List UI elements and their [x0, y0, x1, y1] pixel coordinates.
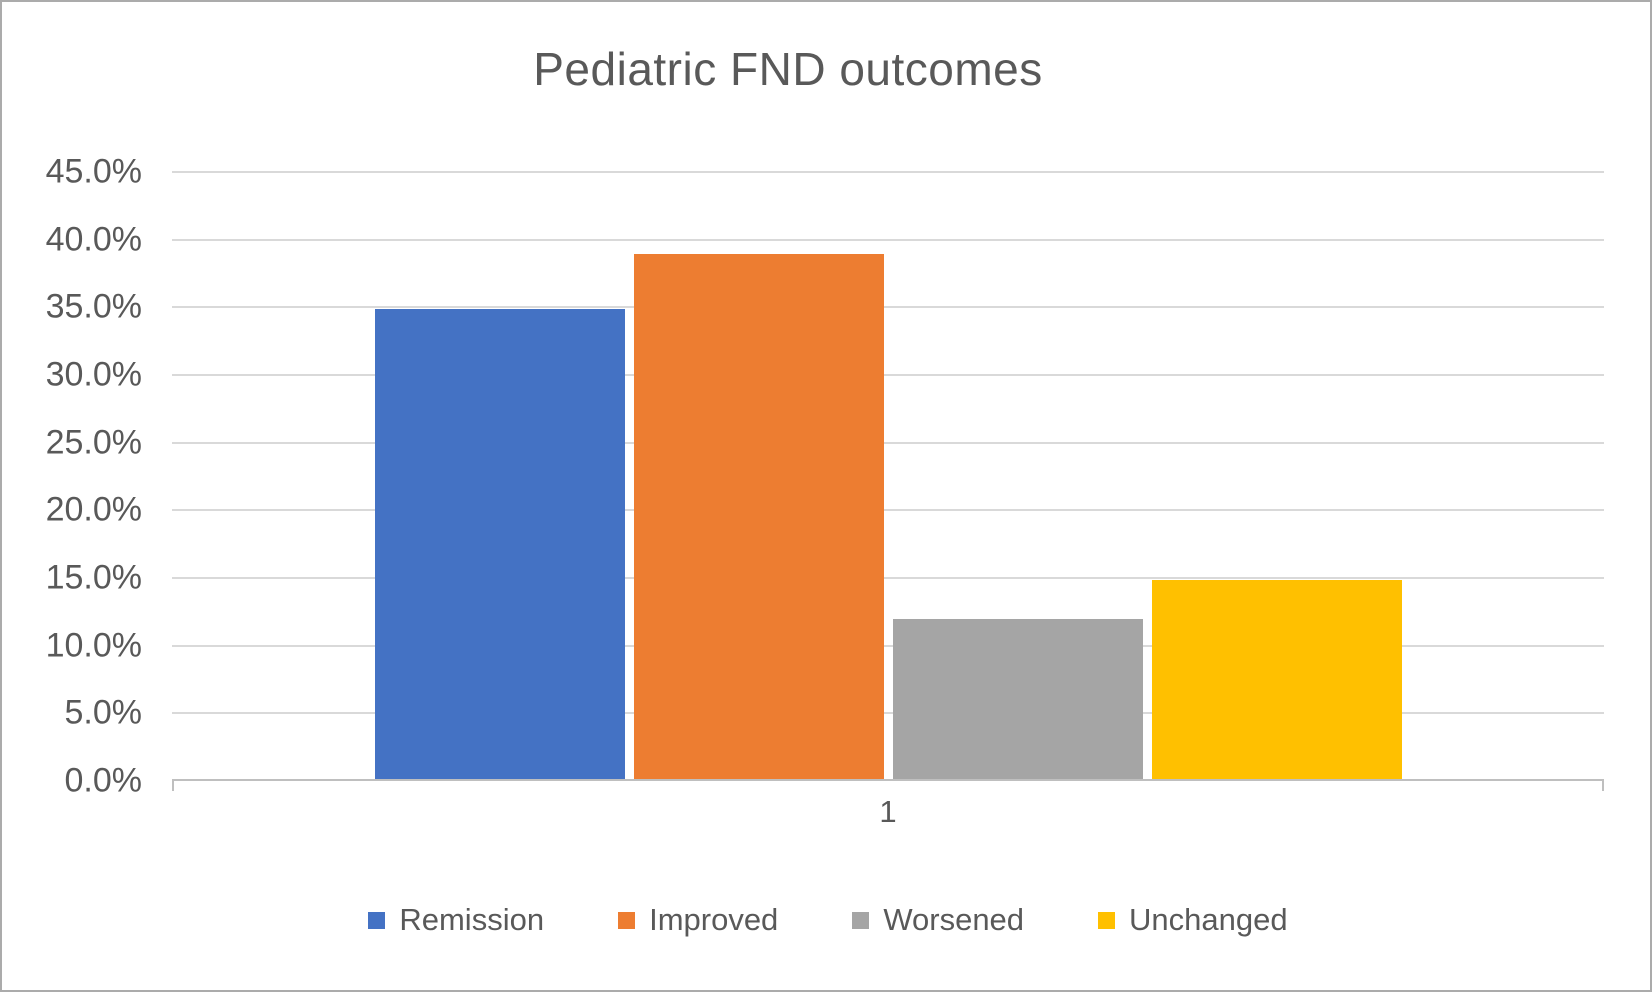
- y-tick-label-45-0pct: 45.0%: [45, 152, 142, 191]
- gridline-15: [172, 577, 1604, 579]
- gridline-10: [172, 644, 1604, 647]
- legend-label: Remission: [399, 902, 545, 937]
- y-tick-label-20-0pct: 20.0%: [45, 490, 142, 529]
- gridline-35: [172, 306, 1604, 309]
- legend-item-remission: Remission: [368, 902, 544, 938]
- gridline-20: [172, 509, 1604, 512]
- legend-item-worsened: Worsened: [852, 902, 1024, 938]
- y-tick-label-30-0pct: 30.0%: [45, 355, 142, 394]
- y-tick-label-35-0pct: 35.0%: [45, 287, 142, 326]
- x-category-label: 1: [879, 794, 897, 829]
- y-tick-label-0-0pct: 0.0%: [64, 761, 143, 800]
- legend-swatch-icon: [852, 911, 870, 929]
- y-tick-label-10-0pct: 10.0%: [45, 626, 142, 665]
- y-tick-label-25-0pct: 25.0%: [45, 423, 142, 462]
- legend-label: Unchanged: [1129, 902, 1288, 937]
- y-tick-label-40-0pct: 40.0%: [45, 220, 142, 259]
- bars-group: [172, 253, 1604, 779]
- legend-swatch-icon: [618, 911, 636, 929]
- chart-title: Pediatric FND outcomes: [533, 43, 1043, 95]
- legend: Remission Improved Worsened Unchanged: [2, 902, 1650, 938]
- legend-label: Worsened: [883, 902, 1025, 937]
- x-axis-tick-right: [1602, 779, 1604, 791]
- bar-remission: [374, 309, 625, 779]
- bar-worsened: [892, 619, 1143, 779]
- legend-swatch-icon: [1098, 911, 1116, 929]
- gridline-40: [172, 238, 1604, 241]
- legend-label: Improved: [649, 902, 779, 937]
- plot-area: [172, 171, 1604, 791]
- x-axis-tick-left: [172, 779, 174, 791]
- gridline-30: [172, 374, 1604, 376]
- y-tick-label-5-0pct: 5.0%: [64, 693, 143, 732]
- gridline-45: [172, 171, 1604, 173]
- bar-unchanged: [1151, 580, 1402, 779]
- legend-item-unchanged: Unchanged: [1098, 902, 1288, 938]
- gridline-5: [172, 712, 1604, 715]
- legend-item-improved: Improved: [618, 902, 778, 938]
- gridline-25: [172, 441, 1604, 444]
- bar-improved: [633, 253, 884, 779]
- legend-swatch-icon: [368, 911, 386, 929]
- y-tick-label-15-0pct: 15.0%: [45, 558, 142, 597]
